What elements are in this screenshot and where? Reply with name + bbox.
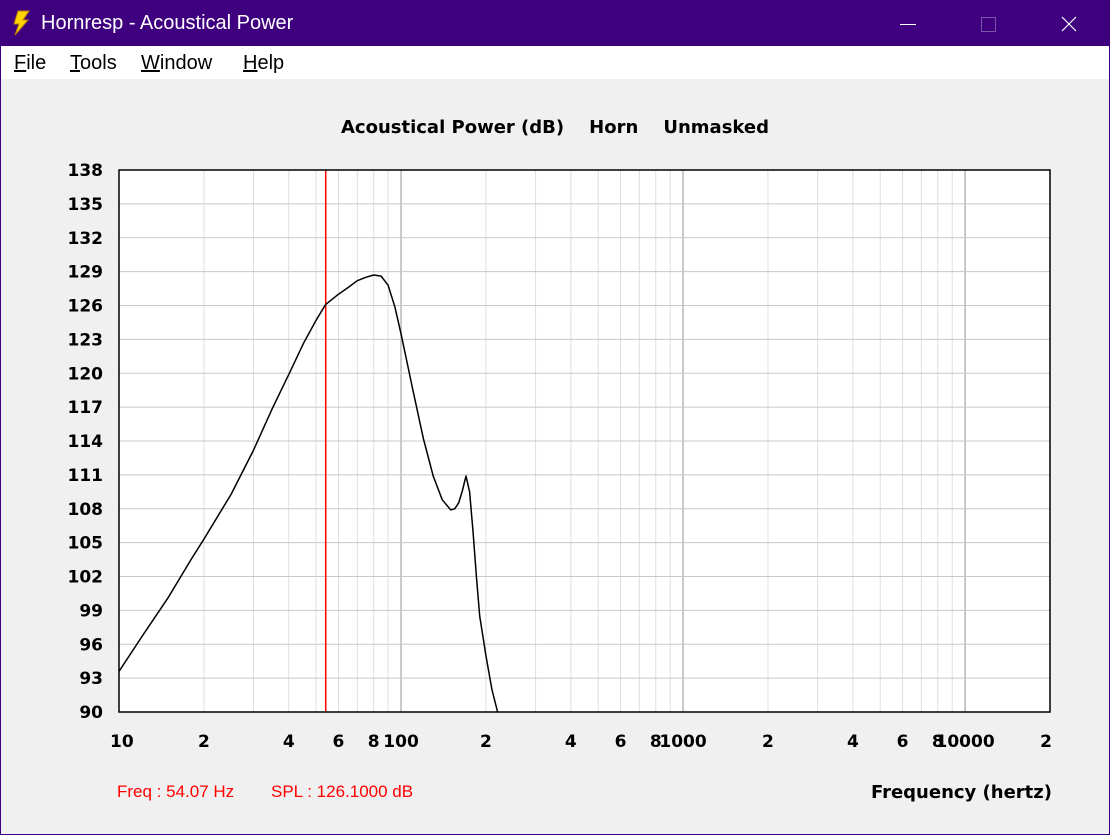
plot-frame [118,169,1051,713]
maximize-icon [981,17,996,32]
x-tick-label: 6 [615,732,627,752]
x-tick-label: 8 [368,732,380,752]
minimize-icon [900,24,916,25]
menu-window[interactable]: Window [141,52,212,75]
y-tick-label: 111 [68,466,104,486]
freq-readout: Freq : 54.07 Hz [117,782,234,801]
menu-help-label: elp [257,52,285,74]
y-tick-label: 102 [68,568,104,588]
spl-readout: SPL : 126.1000 dB [271,782,413,801]
y-tick-label: 138 [68,161,104,181]
menu-help[interactable]: Help [243,52,284,75]
close-button[interactable] [1029,1,1109,46]
y-tick-label: 96 [79,635,103,655]
x-tick-label: 8 [650,732,662,752]
x-tick-label: 2 [198,732,210,752]
x-tick-label: 4 [283,732,295,752]
x-tick-label: 2 [762,732,774,752]
y-tick-label: 108 [68,500,104,520]
menu-tools-label: ools [80,52,117,74]
y-tick-label: 123 [68,330,104,350]
x-tick-label: 4 [847,732,859,752]
menu-tools-mnemonic: T [70,52,80,74]
x-tick-label: 8 [932,732,944,752]
menu-file[interactable]: File [14,52,46,75]
x-tick-label: 4 [565,732,577,752]
y-tick-label: 120 [68,364,104,384]
x-tick-label: 2 [480,732,492,752]
menu-file-label: ile [26,52,47,74]
series-layer [118,274,499,713]
menu-window-label: indow [159,52,213,74]
x-tick-label: 10000 [936,732,995,752]
y-tick-label: 93 [79,669,103,689]
maximize-button[interactable] [947,1,1027,46]
y-tick-label: 99 [79,601,103,621]
menu-window-mnemonic: W [141,52,160,74]
title-bar[interactable]: Hornresp - Acoustical Power [1,1,1109,46]
y-tick-label: 129 [68,263,104,283]
y-tick-labels: 138 135 132 129 126 123 120 117 114 111 108 105 102 9… [68,161,104,723]
y-tick-label: 105 [68,534,104,554]
y-tick-label: 114 [68,432,104,452]
x-axis-label: Frequency (hertz) [871,782,1052,803]
series-line-acoustical-power [118,274,499,713]
lightning-bolt-icon[interactable] [9,10,33,36]
y-tick-label: 117 [68,398,104,418]
menu-file-mnemonic: F [14,52,27,74]
menu-tools[interactable]: Tools [70,52,117,75]
x-tick-label: 1000 [659,732,706,752]
y-tick-label: 126 [68,297,104,317]
menu-bar: File Tools Window Help [1,46,1109,79]
minimize-button[interactable] [867,1,947,46]
grid-lines [119,170,1050,712]
x-tick-label: 6 [333,732,345,752]
x-tick-label: 10 [110,732,134,752]
x-tick-label: 100 [383,732,419,752]
y-tick-label: 90 [79,703,103,723]
x-tick-label: 2 [1040,732,1052,752]
chart-title: Acoustical Power (dB) Horn Unmasked [341,117,769,138]
y-tick-label: 132 [68,229,104,249]
x-tick-label: 6 [897,732,909,752]
close-icon [1061,16,1077,32]
window-title: Hornresp - Acoustical Power [41,12,294,34]
menu-help-mnemonic: H [243,52,258,74]
y-tick-label: 135 [68,195,104,215]
